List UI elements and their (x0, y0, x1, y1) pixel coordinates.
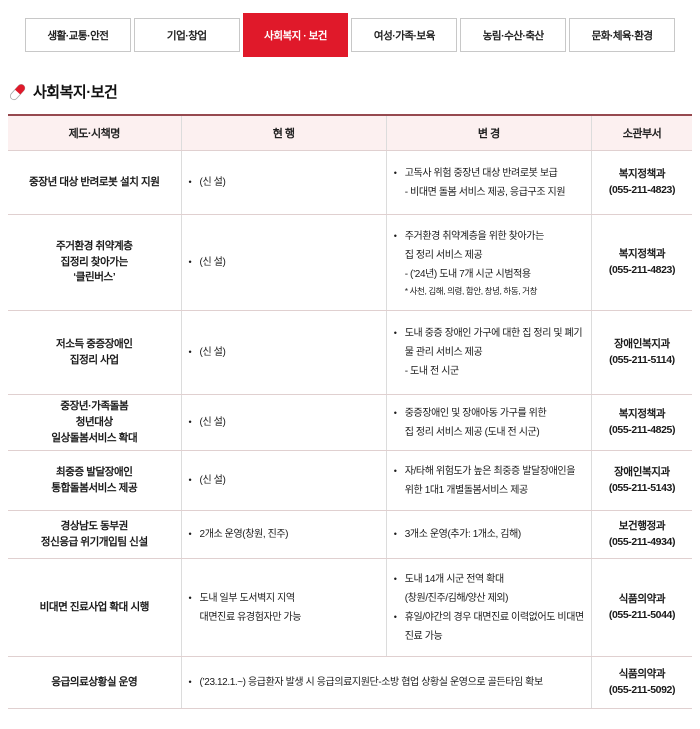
current-cell: • 도내 일부 도서벽지 지역 대면진료 유경험자만 가능 (180, 558, 387, 658)
bullet-item: • 도내 14개 시군 전역 확대 (창원/진주/김해/양산 제외) (394, 570, 587, 608)
bullet-item: • (신 설) (189, 413, 382, 432)
bullet-icon: • (188, 592, 192, 603)
nav-tab-4[interactable]: 농림·수산·축산 (460, 18, 567, 52)
bullet-item: • (’23.12.1.~) 응급환자 발생 시 응급의료지원단-소방 협업 상황… (189, 673, 587, 692)
current-cell: • 2개소 운영(창원, 진주) (180, 510, 387, 560)
current-cell: • (신 설) (180, 394, 387, 452)
merged-cell: • (’23.12.1.~) 응급환자 발생 시 응급의료지원단-소방 협업 상황… (180, 656, 592, 710)
department-cell: 보건행정과 (055-211-4934) (590, 510, 692, 560)
current-cell: • (신 설) (180, 150, 387, 215)
change-cell: • 중증장애인 및 장애아동 가구를 위한 집 정리 서비스 제공 (도내 전 시… (385, 394, 592, 452)
table-header-row: 제도·시책명 현 행 변 경 소관부서 (8, 115, 692, 151)
change-cell: • 도내 중증 장애인 가구에 대한 집 정리 및 폐기 물 관리 서비스 제공 -… (385, 310, 592, 395)
bullet-item: • (신 설) (189, 173, 382, 192)
header-department: 소관부서 (590, 115, 692, 151)
nav-tab-1[interactable]: 기업·창업 (133, 18, 240, 52)
bullet-item: • (신 설) (189, 471, 382, 490)
table-row: 응급의료상황실 운영 • (’23.12.1.~) 응급환자 발생 시 응급의료지원… (8, 656, 692, 710)
nav-tab-2[interactable]: 사회복지 · 보건 (242, 13, 349, 57)
page-title: 사회복지·보건 (33, 84, 118, 101)
table-row: 비대면 진료사업 확대 시행 • 도내 일부 도서벽지 지역 대면진료 유경험자만 … (8, 558, 692, 658)
bullet-icon: • (393, 230, 397, 241)
policy-name-cell: 중장년·가족돌봄 청년대상 일상돌봄서비스 확대 (8, 394, 182, 452)
department-cell: 복지정책과 (055-211-4825) (590, 394, 692, 452)
policy-name-cell: 최중증 발달장애인 통합돌봄서비스 제공 (8, 450, 182, 512)
bullet-icon: • (393, 167, 397, 178)
sub-item: - 도내 전 시군 (404, 366, 459, 377)
table-row: 중장년 대상 반려로봇 설치 지원 • (신 설) • 고독사 위험 중장년 대상 반려… (8, 150, 692, 215)
bullet-item: • 주거환경 취약계층을 위한 찾아가는 집 정리 서비스 제공 (394, 227, 587, 265)
table-row: 최중증 발달장애인 통합돌봄서비스 제공 • (신 설) • 자/타해 위험도가 높은 … (8, 450, 692, 512)
department-cell: 복지정책과 (055-211-4823) (590, 214, 692, 311)
policy-name-cell: 비대면 진료사업 확대 시행 (8, 558, 182, 658)
table-row: 중장년·가족돌봄 청년대상 일상돌봄서비스 확대 • (신 설) • 중증장애인 및 장… (8, 394, 692, 452)
change-cell: • 자/타해 위험도가 높은 최중증 발달장애인을 위한 1대1 개별돌봄서비스 … (385, 450, 592, 512)
bullet-item: • (신 설) (189, 343, 382, 362)
bullet-item: • 휴일/야간의 경우 대면진료 이력없어도 비대면 진료 가능 (394, 608, 587, 646)
department-cell: 식품의약과 (055-211-5092) (590, 656, 692, 710)
current-cell: • (신 설) (180, 214, 387, 311)
bullet-icon: • (188, 417, 192, 428)
bullet-item: • 도내 일부 도서벽지 지역 대면진료 유경험자만 가능 (189, 589, 382, 627)
table-row: 저소득 중증장애인 집정리 사업 • (신 설) • 도내 중증 장애인 가구에 대한 … (8, 310, 692, 395)
bullet-icon: • (393, 573, 397, 584)
bullet-icon: • (393, 328, 397, 338)
bullet-icon: • (188, 475, 192, 486)
bullet-icon: • (393, 465, 397, 476)
bullet-icon: • (393, 529, 397, 540)
change-cell: • 고독사 위험 중장년 대상 반려로봇 보급 - 비대면 돌봄 서비스 제공, 응… (385, 150, 592, 215)
policy-name-cell: 중장년 대상 반려로봇 설치 지원 (8, 150, 182, 215)
pill-icon (9, 82, 26, 102)
section-header: 사회복지·보건 (9, 81, 700, 102)
header-current: 현 행 (180, 115, 387, 151)
bullet-icon: • (188, 257, 192, 267)
category-nav: 생활·교통·안전 기업·창업 사회복지 · 보건 여성·가족·보육 농림·수산·축산 문화… (25, 13, 675, 57)
table-body: 중장년 대상 반려로봇 설치 지원 • (신 설) • 고독사 위험 중장년 대상 반려… (8, 150, 692, 710)
nav-tab-3[interactable]: 여성·가족·보육 (351, 18, 458, 52)
policy-table: 제도·시책명 현 행 변 경 소관부서 중장년 대상 반려로봇 설치 지원 • (신… (8, 114, 692, 710)
bullet-item: • 고독사 위험 중장년 대상 반려로봇 보급 (394, 164, 587, 183)
bullet-icon: • (188, 529, 192, 540)
table-row: 주거환경 취약계층 집정리 찾아가는 ‘클린버스’ • (신 설) • 주거환경 취약계… (8, 214, 692, 311)
nav-tab-0[interactable]: 생활·교통·안전 (25, 18, 131, 52)
bullet-item: • 2개소 운영(창원, 진주) (189, 525, 382, 544)
change-cell: • 3개소 운영(추가: 1개소, 김해) (385, 510, 592, 560)
policy-name-cell: 경상남도 동부권 정신응급 위기개입팀 신설 (8, 510, 182, 560)
bullet-icon: • (393, 407, 397, 418)
department-cell: 장애인복지과 (055-211-5143) (590, 450, 692, 512)
bullet-item: • 3개소 운영(추가: 1개소, 김해) (394, 525, 587, 544)
change-cell: • 도내 14개 시군 전역 확대 (창원/진주/김해/양산 제외) • 휴일/야간의… (385, 558, 592, 658)
current-cell: • (신 설) (180, 310, 387, 395)
policy-name-cell: 응급의료상황실 운영 (8, 656, 182, 710)
sub-item: - (’24년) 도내 7개 시군 시범적용 (404, 268, 531, 280)
department-cell: 장애인복지과 (055-211-5114) (590, 310, 692, 395)
bullet-item: • 자/타해 위험도가 높은 최중증 발달장애인을 위한 1대1 개별돌봄서비스 … (394, 462, 587, 500)
bullet-icon: • (188, 677, 192, 688)
sub-item: - 비대면 돌봄 서비스 제공, 응급구조 지원 (404, 186, 566, 198)
bullet-item: • (신 설) (189, 253, 382, 272)
current-cell: • (신 설) (180, 450, 387, 512)
bullet-icon: • (393, 611, 397, 622)
header-policy-name: 제도·시책명 (8, 115, 182, 151)
header-change: 변 경 (385, 115, 592, 151)
bullet-item: • 도내 중증 장애인 가구에 대한 집 정리 및 폐기 물 관리 서비스 제공 (394, 324, 587, 362)
bullet-icon: • (188, 177, 192, 187)
table-row: 경상남도 동부권 정신응급 위기개입팀 신설 • 2개소 운영(창원, 진주) • 3개… (8, 510, 692, 560)
department-cell: 복지정책과 (055-211-4823) (590, 150, 692, 215)
policy-name-cell: 저소득 중증장애인 집정리 사업 (8, 310, 182, 395)
department-cell: 식품의약과 (055-211-5044) (590, 558, 692, 658)
note-item: * 사천, 김해, 의령, 함안, 창녕, 하동, 거창 (404, 285, 538, 296)
bullet-item: • 중증장애인 및 장애아동 가구를 위한 집 정리 서비스 제공 (도내 전 시… (394, 404, 587, 442)
bullet-icon: • (188, 347, 192, 357)
change-cell: • 주거환경 취약계층을 위한 찾아가는 집 정리 서비스 제공 - (’24년) … (385, 214, 592, 311)
policy-name-cell: 주거환경 취약계층 집정리 찾아가는 ‘클린버스’ (8, 214, 182, 311)
nav-tab-5[interactable]: 문화·체육·환경 (569, 18, 675, 52)
